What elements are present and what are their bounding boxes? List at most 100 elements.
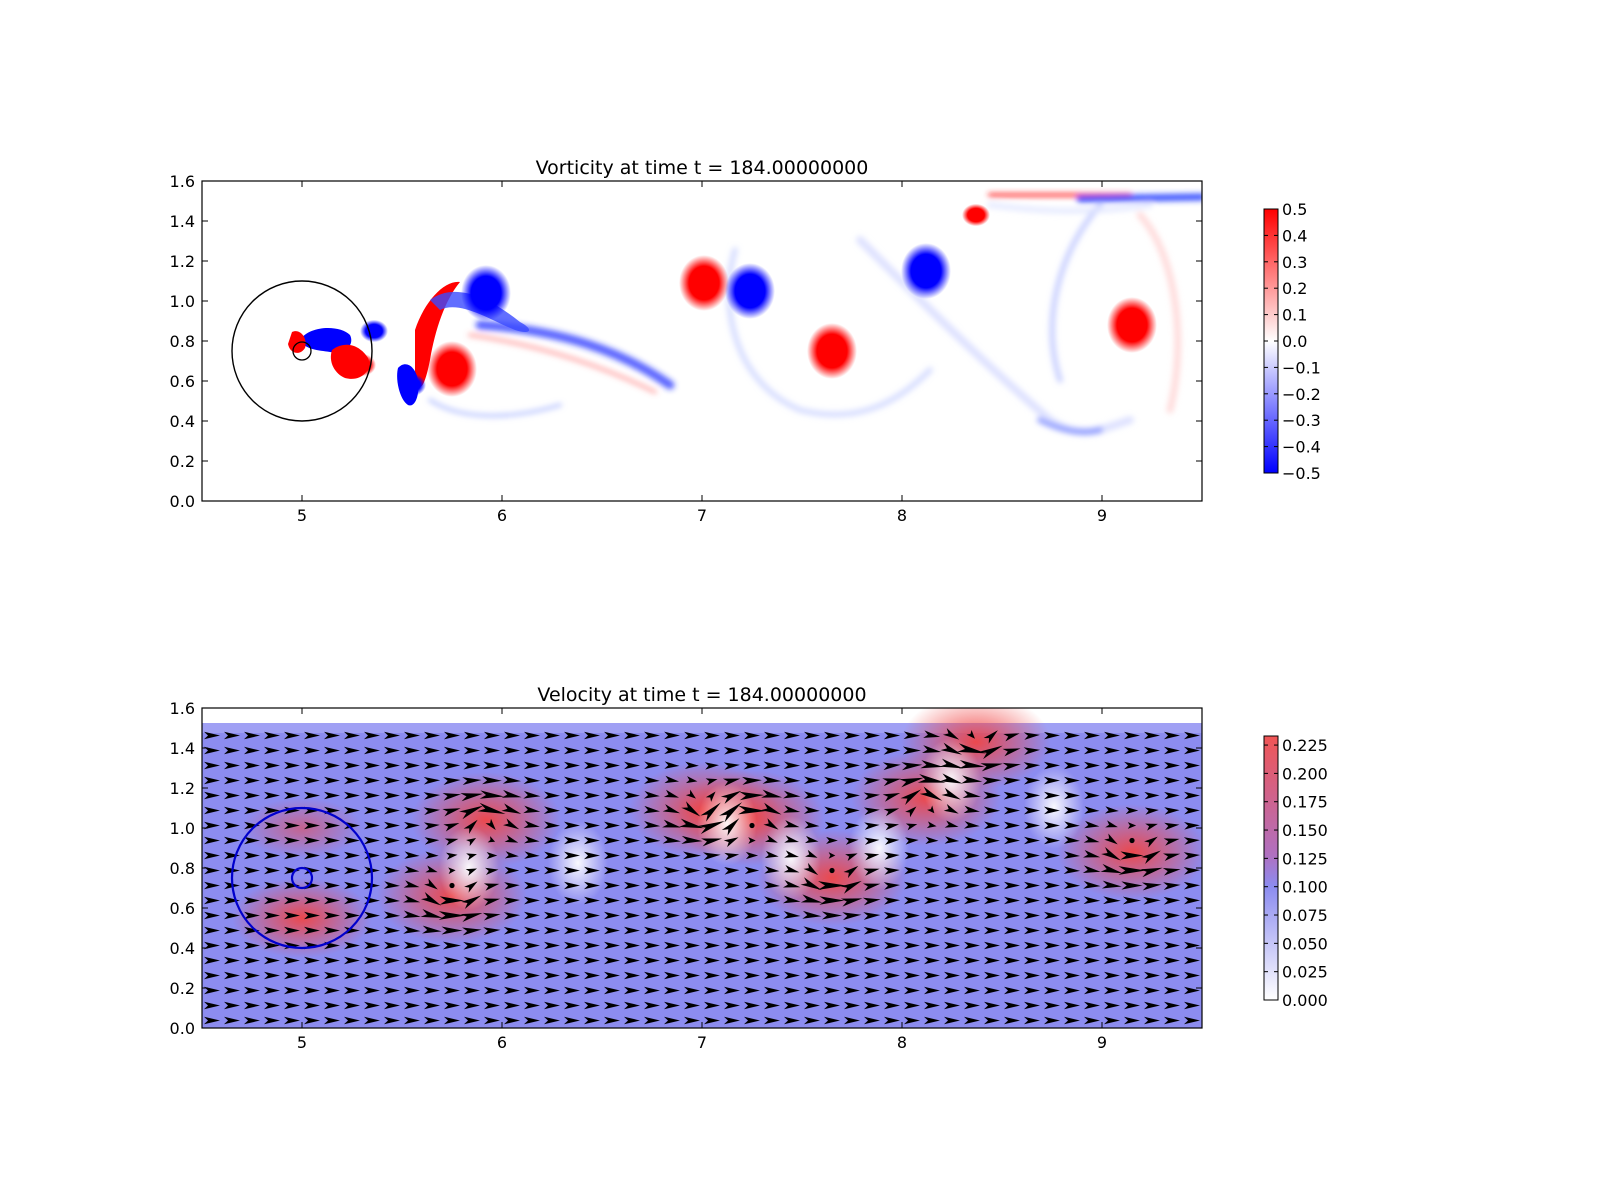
velocity-arrow: [1064, 806, 1080, 815]
colorbar-tick-label: −0.4: [1282, 438, 1321, 457]
velocity-arrow: [204, 941, 220, 950]
velocity-arrow: [344, 731, 360, 740]
velocity-arrow: [523, 820, 540, 829]
velocity-arrow: [1124, 1016, 1140, 1025]
velocity-arrow: [984, 941, 1000, 950]
velocity-arrow: [662, 819, 682, 828]
velocity-arrow: [224, 731, 240, 740]
velocity-arrow: [643, 926, 661, 935]
velocity-arrow: [383, 1001, 401, 1010]
velocity-arrow: [644, 1016, 660, 1025]
velocity-arrow: [603, 776, 620, 785]
velocity-arrow: [1063, 881, 1081, 890]
velocity-arrow: [402, 894, 421, 903]
velocity-arrow: [1144, 1016, 1160, 1025]
velocity-arrow: [264, 731, 280, 740]
velocity-arrow: [1103, 971, 1121, 980]
velocity-arrow: [684, 971, 700, 980]
velocity-arrow: [882, 792, 901, 802]
velocity-arrow: [903, 911, 921, 920]
velocity-arrow: [284, 1016, 300, 1025]
negative-vortex: [360, 319, 388, 343]
velocity-arrow: [462, 777, 482, 785]
velocity-arrow: [583, 731, 600, 740]
velocity-colorbar: 0.225 0.200 0.175 0.150 0.125 0.100 0.075 0.050…: [1263, 735, 1328, 1010]
velocity-arrow: [984, 911, 1000, 920]
velocity-arrow: [703, 956, 721, 965]
negative-vortex: [461, 265, 511, 321]
velocity-arrow: [304, 791, 320, 800]
velocity-arrow: [463, 971, 481, 980]
velocity-arrow: [1043, 851, 1061, 860]
velocity-arrow: [1141, 850, 1161, 865]
velocity-arrow: [303, 896, 321, 905]
colorbar-tick-label: 0.100: [1282, 878, 1328, 897]
velocity-arrow: [701, 838, 723, 847]
x-tick-label: 5: [297, 1033, 307, 1052]
velocity-arrow: [442, 792, 461, 801]
velocity-arrow: [224, 761, 240, 770]
velocity-arrow: [783, 941, 801, 950]
velocity-arrow: [683, 926, 701, 935]
velocity-arrow: [863, 926, 881, 935]
velocity-arrow: [903, 896, 921, 905]
velocity-arrow: [603, 761, 620, 770]
velocity-arrow: [363, 776, 381, 785]
velocity-arrow: [224, 806, 240, 815]
velocity-arrow: [984, 866, 1000, 875]
velocity-arrow: [863, 986, 881, 995]
colorbar-tick-label: 0.000: [1282, 991, 1328, 1010]
velocity-arrow: [304, 1016, 320, 1025]
velocity-arrow: [364, 806, 380, 815]
velocity-arrow: [664, 1001, 680, 1010]
velocity-arrow: [724, 1016, 740, 1025]
velocity-arrow: [1184, 761, 1200, 770]
velocity-arrow: [1120, 851, 1144, 860]
velocity-arrow: [964, 956, 980, 965]
velocity-arrow: [944, 911, 960, 920]
velocity-arrow: [1103, 911, 1121, 920]
velocity-arrow: [364, 821, 380, 830]
velocity-arrow: [503, 1016, 521, 1025]
velocity-arrow: [1023, 732, 1040, 740]
velocity-arrow: [957, 743, 987, 754]
velocity-arrow: [883, 971, 901, 980]
velocity-arrow: [883, 808, 900, 817]
velocity-arrow: [443, 777, 461, 785]
velocity-arrow: [744, 1001, 760, 1010]
velocity-arrow: [984, 896, 1000, 905]
velocity-arrow: [903, 731, 921, 740]
y-tick-label: 0.0: [170, 1019, 195, 1038]
velocity-arrow: [1101, 880, 1122, 889]
velocity-arrow: [244, 986, 260, 995]
vorticity-annotations: [231, 280, 373, 422]
velocity-arrow: [383, 761, 401, 770]
velocity-arrow: [284, 896, 300, 905]
velocity-arrow: [984, 881, 1000, 890]
velocity-arrow: [763, 746, 781, 755]
velocity-arrow: [423, 807, 441, 815]
velocity-arrow: [685, 789, 696, 799]
velocity-arrow: [883, 897, 901, 905]
velocity-arrow: [843, 776, 861, 785]
velocity-arrow: [224, 791, 240, 800]
velocity-arrow: [1003, 791, 1021, 800]
velocity-arrow: [524, 851, 540, 859]
velocity-arrow: [823, 1016, 841, 1025]
x-tick-label: 5: [297, 506, 307, 525]
velocity-arrow: [603, 791, 620, 800]
velocity-arrow: [784, 835, 800, 843]
velocity-arrow: [1124, 761, 1140, 770]
velocity-arrow: [980, 763, 1003, 772]
velocity-arrow: [224, 971, 240, 980]
velocity-arrow: [487, 836, 496, 843]
x-tick-label: 6: [497, 1033, 507, 1052]
velocity-arrow: [543, 791, 561, 800]
velocity-arrow: [383, 956, 401, 965]
velocity-arrow: [544, 896, 560, 905]
velocity-arrow: [927, 805, 935, 814]
velocity-arrow: [604, 1001, 620, 1010]
velocity-arrow: [843, 761, 861, 770]
velocity-arrow: [523, 941, 541, 950]
velocity-arrow: [964, 971, 980, 980]
